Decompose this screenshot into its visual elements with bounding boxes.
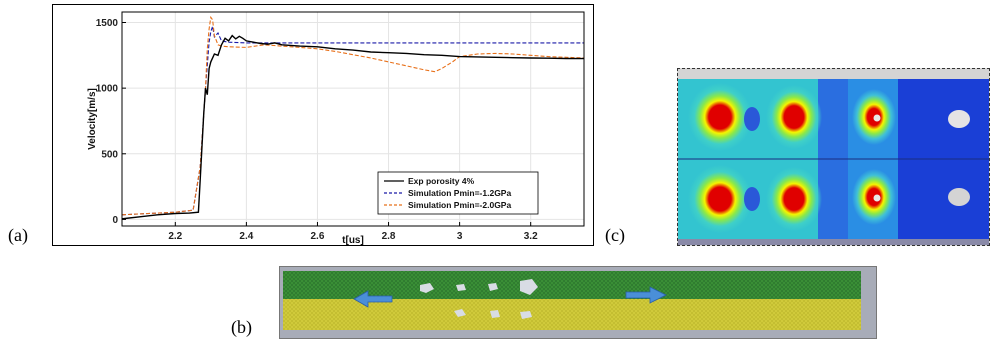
sim-hotspot — [766, 167, 822, 231]
y-tick-label: 1000 — [96, 84, 119, 95]
sim-hotspot — [766, 85, 822, 149]
mesh-void — [454, 309, 466, 317]
x-tick-label: 2.8 — [382, 231, 396, 242]
sim-top-margin — [678, 69, 989, 79]
mesh-void — [520, 311, 532, 319]
mesh-bottom-layer — [283, 299, 861, 330]
y-tick-label: 500 — [101, 149, 118, 160]
legend-label: Simulation Pmin=-1.2GPa — [408, 188, 511, 198]
mesh-void — [490, 310, 500, 318]
chart-svg: 2.2 2.4 2.6 2.8 3 3.2 0 500 1000 1500 t[us] Veloc… — [52, 4, 594, 246]
mesh-void — [456, 284, 466, 291]
sim-cold-spot — [744, 187, 760, 211]
legend-label: Exp porosity 4% — [408, 176, 475, 186]
sim-hotspot — [688, 83, 752, 151]
sim-pore — [948, 110, 970, 128]
sim-pore — [873, 114, 881, 122]
mesh-image — [279, 266, 877, 339]
velocity-chart: 2.2 2.4 2.6 2.8 3 3.2 0 500 1000 1500 t[us] Veloc… — [52, 4, 594, 246]
x-tick-label: 2.2 — [168, 231, 182, 242]
sim-hotspot — [688, 165, 752, 233]
mesh-void — [420, 283, 434, 293]
y-tick-label: 1500 — [96, 18, 119, 29]
simulation-image — [677, 68, 990, 246]
right-arrow-icon — [625, 286, 667, 304]
series-line — [121, 26, 584, 216]
chart-legend: Exp porosity 4% Simulation Pmin=-1.2GPa Si… — [377, 171, 539, 215]
y-tick-label: 0 — [112, 215, 118, 226]
mesh-void — [520, 279, 538, 295]
legend-label: Simulation Pmin=-2.0GPa — [408, 200, 511, 210]
legend-box — [377, 171, 539, 215]
mesh-voids — [420, 279, 538, 319]
series-line — [121, 34, 585, 220]
left-arrow-icon — [353, 290, 393, 308]
chart-series — [121, 15, 585, 220]
sim-cold-spot — [744, 107, 760, 131]
chart-ticks: 2.2 2.4 2.6 2.8 3 3.2 0 500 1000 1500 — [96, 18, 538, 242]
label-a: (a) — [8, 225, 28, 245]
x-axis-label: t[us] — [342, 235, 364, 246]
label-b: (b) — [231, 317, 252, 337]
x-tick-label: 3 — [457, 231, 463, 242]
mesh-svg — [283, 271, 861, 330]
plot-area — [121, 11, 585, 227]
simulation-svg — [678, 69, 989, 245]
label-c: (c) — [605, 225, 625, 245]
sim-bottom-margin — [678, 239, 989, 245]
x-tick-label: 2.6 — [311, 231, 325, 242]
sim-pore — [948, 188, 970, 206]
mesh-top-layer — [283, 271, 861, 299]
sim-pore — [873, 194, 881, 202]
mesh-void — [488, 283, 498, 291]
x-tick-label: 3.2 — [524, 231, 538, 242]
x-tick-label: 2.4 — [239, 231, 253, 242]
y-axis-label: Velocity[m/s] — [87, 88, 98, 150]
